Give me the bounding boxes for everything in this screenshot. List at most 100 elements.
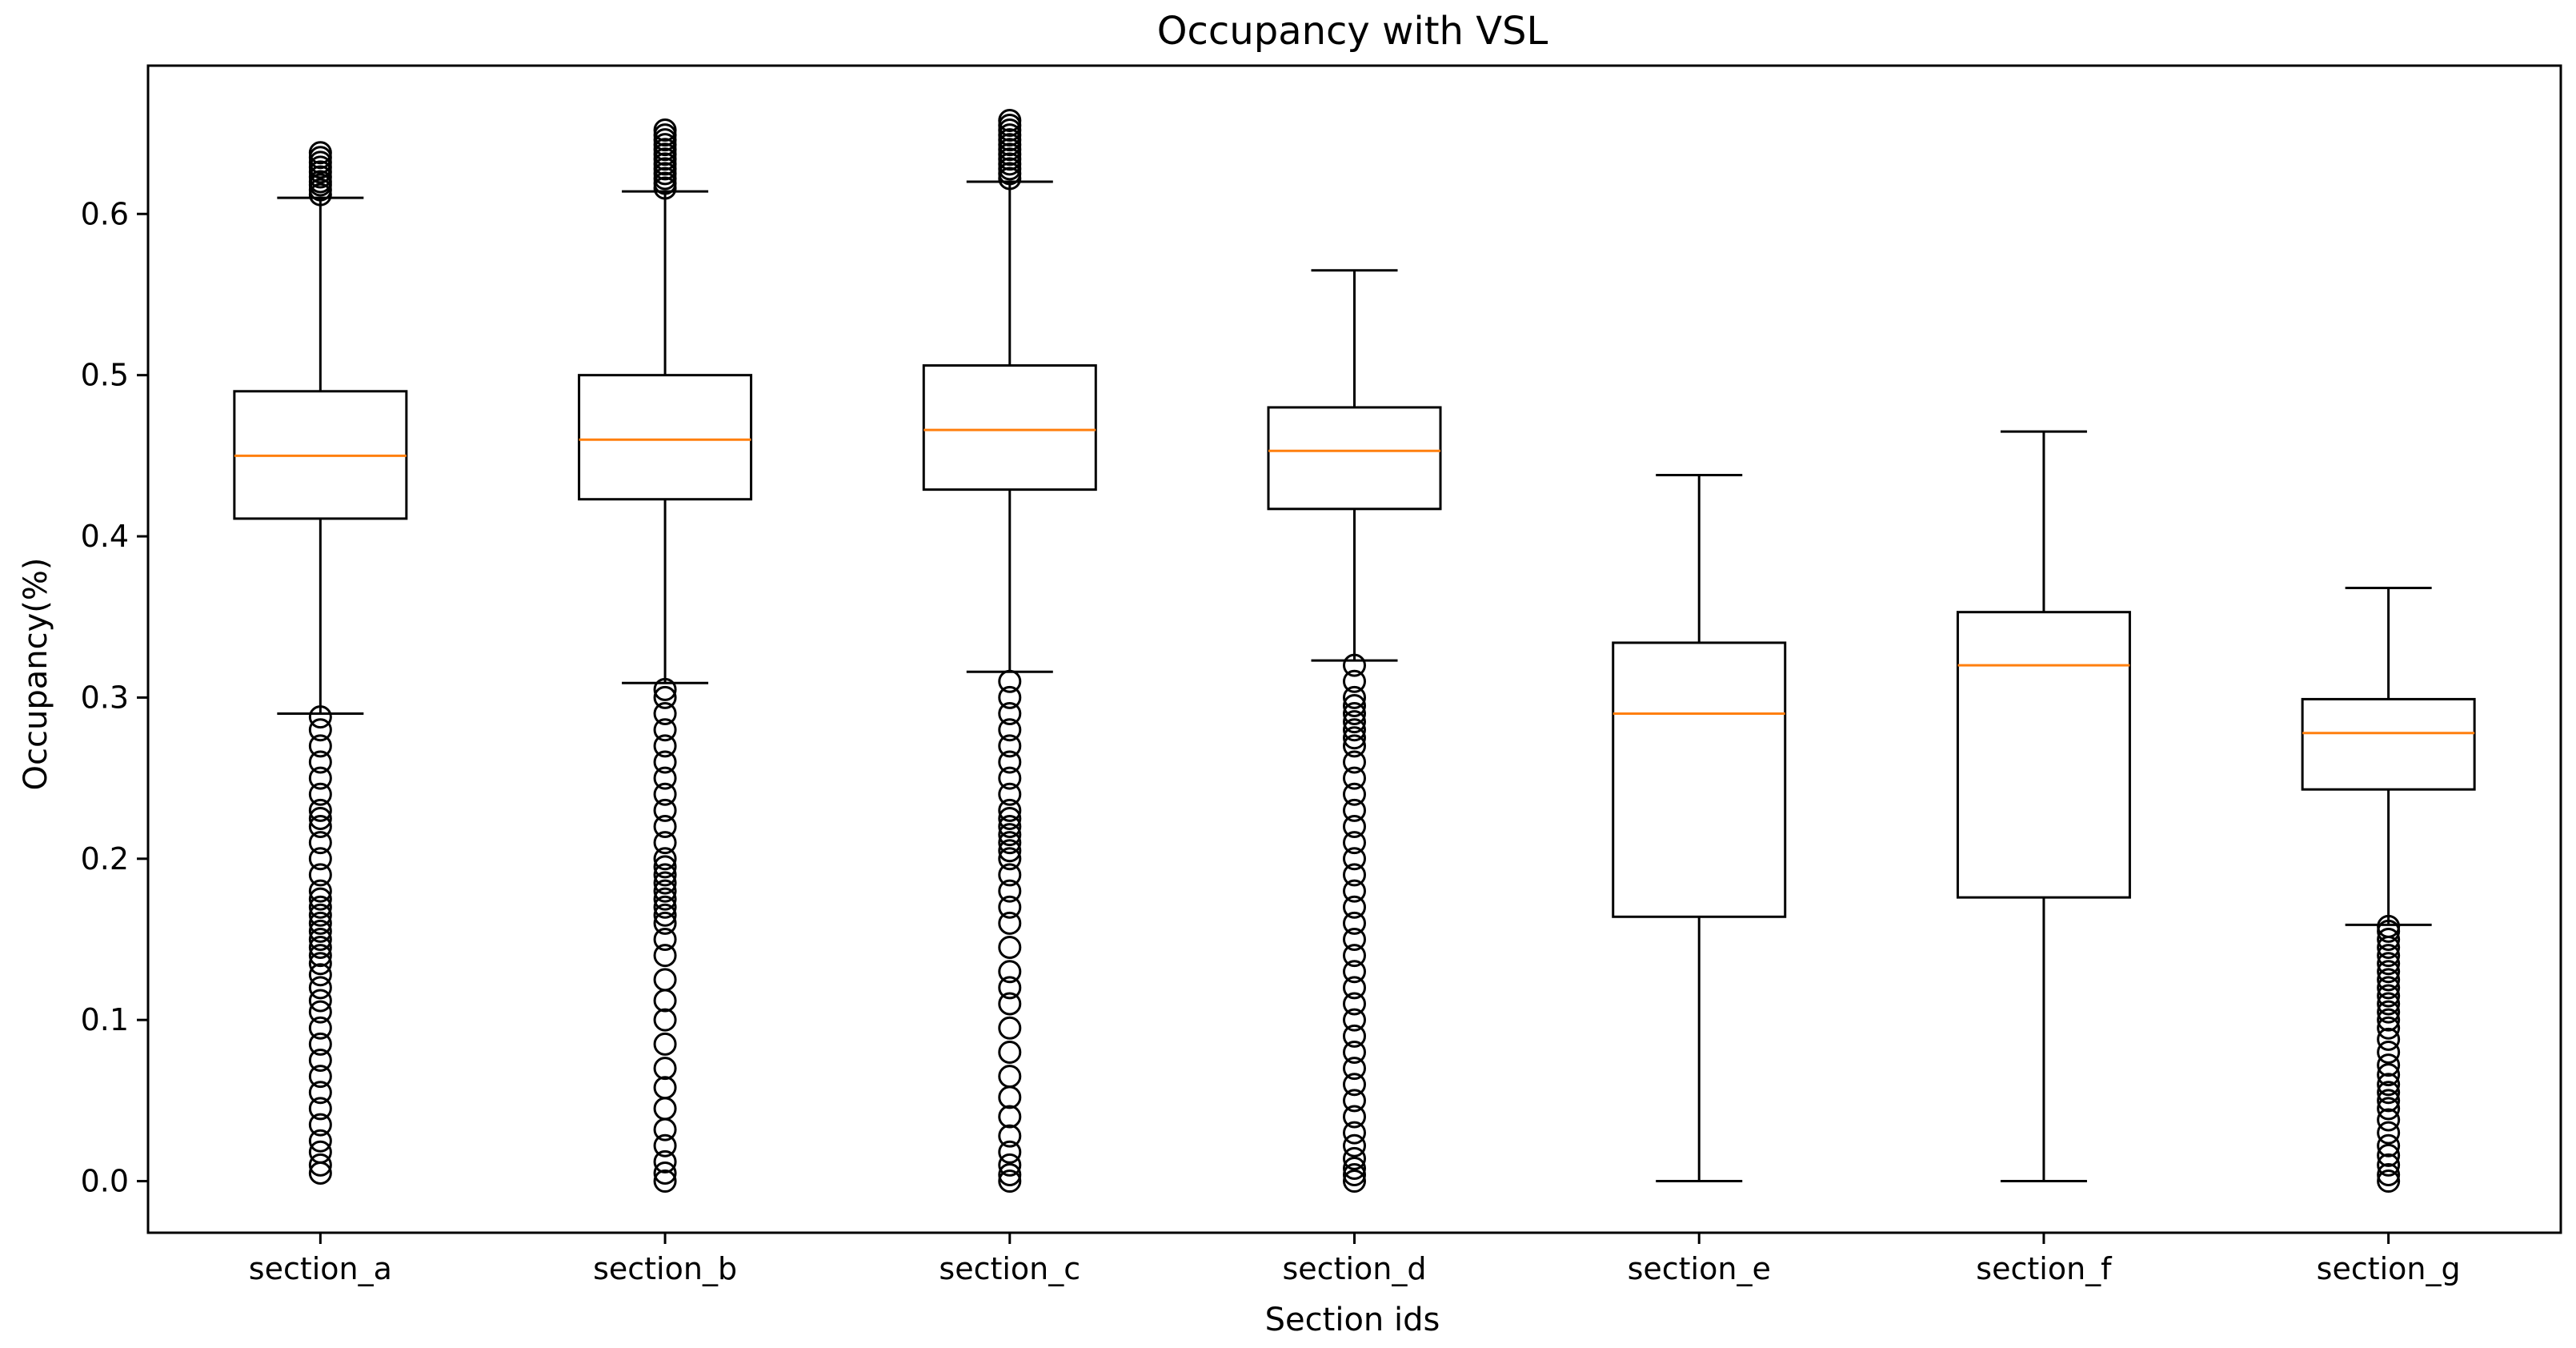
outlier-point <box>653 927 677 951</box>
outlier-point <box>308 1000 332 1024</box>
outlier-point <box>653 782 677 806</box>
outlier-point <box>998 831 1022 855</box>
iqr-box <box>1956 611 2131 899</box>
outlier-point <box>308 750 332 774</box>
outlier-point <box>2377 927 2401 951</box>
outlier-point <box>2377 1143 2401 1167</box>
outlier-point <box>1343 1169 1366 1194</box>
outlier-point <box>998 782 1022 806</box>
outlier-point <box>2377 1063 2401 1087</box>
outlier-point <box>1343 1073 1366 1097</box>
iqr-box <box>1267 406 1442 511</box>
outlier-point <box>998 798 1022 822</box>
outlier-point <box>308 936 332 960</box>
outlier-point <box>1343 1146 1366 1170</box>
outlier-point <box>1343 782 1366 806</box>
outlier-point <box>308 1140 332 1164</box>
outlier-point <box>1343 1024 1366 1048</box>
outlier-point <box>653 815 677 839</box>
x-tick-label: section_e <box>1628 1251 1771 1286</box>
outlier-point <box>2377 1081 2401 1105</box>
outlier-point <box>1343 1133 1366 1157</box>
outlier-point <box>308 863 332 887</box>
box-group-section_b <box>578 118 753 1194</box>
outlier-point <box>2377 952 2401 976</box>
outlier-point <box>2377 984 2401 1008</box>
outlier-point <box>1343 669 1366 693</box>
outlier-point <box>2377 944 2401 968</box>
y-tick-label: 0.2 <box>81 841 129 877</box>
outlier-point <box>1343 1057 1366 1081</box>
outlier-point <box>653 750 677 774</box>
outlier-point <box>653 734 677 758</box>
outlier-point <box>653 944 677 968</box>
outlier-point <box>998 976 1022 1000</box>
outlier-point <box>1343 1156 1366 1180</box>
outlier-point <box>653 855 677 879</box>
y-tick-label: 0.5 <box>81 358 129 393</box>
x-axis-label: Section ids <box>1265 1302 1440 1338</box>
outlier-point <box>1343 976 1366 1000</box>
outlier-point <box>998 1016 1022 1040</box>
outlier-point <box>308 1016 332 1040</box>
outlier-point <box>653 831 677 855</box>
outlier-point <box>998 1065 1022 1089</box>
outlier-point <box>1343 815 1366 839</box>
x-tick-label: section_d <box>1283 1251 1427 1286</box>
outlier-point <box>2377 992 2401 1016</box>
outlier-point <box>653 1133 677 1157</box>
outlier-point <box>653 1169 677 1194</box>
outlier-point <box>653 879 677 903</box>
outlier-point <box>998 911 1022 935</box>
box-group-section_f <box>1956 430 2131 1183</box>
outlier-point <box>998 806 1022 830</box>
outlier-point <box>998 879 1022 903</box>
outlier-point <box>998 992 1022 1016</box>
outlier-point <box>1343 1040 1366 1064</box>
outlier-point <box>2377 1153 2401 1177</box>
outlier-point <box>308 734 332 758</box>
box-group-section_g <box>2301 586 2476 1194</box>
outlier-point <box>2377 1163 2401 1187</box>
outlier-point <box>1343 1089 1366 1113</box>
y-tick-label: 0.1 <box>81 1002 129 1037</box>
x-tick-label: section_g <box>2317 1251 2461 1286</box>
outlier-point <box>653 895 677 919</box>
outlier-point <box>1343 1105 1366 1129</box>
outlier-point <box>308 1065 332 1089</box>
outlier-point <box>1343 702 1366 726</box>
outlier-point <box>1343 1008 1366 1032</box>
outlier-point <box>998 863 1022 887</box>
outlier-point <box>998 1163 1022 1187</box>
outlier-point <box>308 944 332 968</box>
outlier-point <box>308 705 332 729</box>
outlier-point <box>1343 693 1366 717</box>
outlier-point <box>653 911 677 935</box>
outlier-point <box>1343 718 1366 742</box>
outlier-point <box>1343 653 1366 677</box>
outlier-point <box>308 1081 332 1105</box>
outlier-point <box>2377 1108 2401 1132</box>
outlier-point <box>308 847 332 871</box>
outlier-point <box>653 1076 677 1100</box>
box-group-section_d <box>1267 269 1442 1194</box>
outlier-point <box>1343 847 1366 871</box>
outlier-point <box>308 1032 332 1056</box>
outlier-point <box>1343 831 1366 855</box>
outlier-point <box>1343 750 1366 774</box>
outlier-point <box>653 1032 677 1056</box>
outlier-point <box>1343 879 1366 903</box>
y-tick-label: 0.6 <box>81 196 129 231</box>
outlier-point <box>653 903 677 927</box>
outlier-point <box>998 108 1022 132</box>
outlier-point <box>308 718 332 742</box>
outlier-point <box>308 806 332 830</box>
outlier-point <box>1343 766 1366 790</box>
y-axis-label: Occupancy(%) <box>18 558 54 791</box>
outlier-point <box>308 1113 332 1137</box>
outlier-point <box>1343 685 1366 709</box>
box-group-section_e <box>1612 474 1787 1183</box>
outlier-point <box>308 831 332 855</box>
box-group-section_a <box>233 141 408 1185</box>
outlier-point <box>2377 1000 2401 1024</box>
